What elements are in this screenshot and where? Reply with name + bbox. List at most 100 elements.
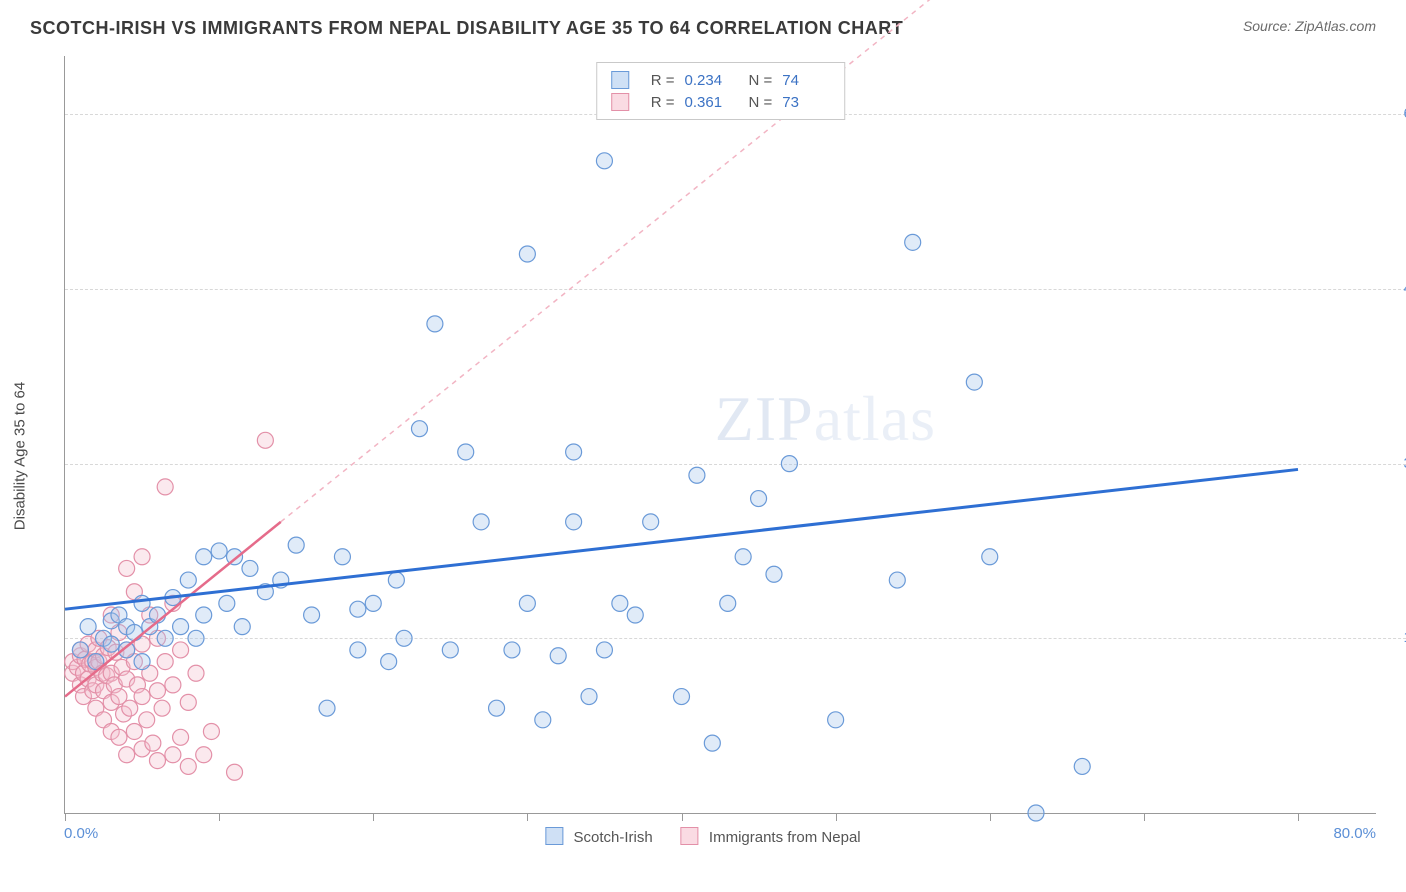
- data-point: [751, 491, 767, 507]
- data-point: [157, 630, 173, 646]
- data-point: [119, 560, 135, 576]
- data-point: [365, 595, 381, 611]
- data-point: [489, 700, 505, 716]
- data-point: [550, 648, 566, 664]
- data-point: [157, 479, 173, 495]
- data-point: [427, 316, 443, 332]
- data-point: [173, 729, 189, 745]
- scatter-svg: [65, 56, 1376, 813]
- data-point: [180, 758, 196, 774]
- data-point: [196, 607, 212, 623]
- data-point: [165, 677, 181, 693]
- data-point: [458, 444, 474, 460]
- stats-row-nepal: R =0.361 N =73: [611, 91, 831, 113]
- x-tick: [65, 813, 66, 821]
- trendline-scotch-irish: [65, 469, 1298, 609]
- legend-item-nepal: Immigrants from Nepal: [681, 827, 861, 846]
- x-tick: [527, 813, 528, 821]
- data-point: [596, 642, 612, 658]
- data-point: [72, 642, 88, 658]
- data-point: [982, 549, 998, 565]
- data-point: [766, 566, 782, 582]
- data-point: [689, 467, 705, 483]
- data-point: [566, 514, 582, 530]
- data-point: [905, 234, 921, 250]
- x-tick: [219, 813, 220, 821]
- data-point: [126, 624, 142, 640]
- data-point: [473, 514, 489, 530]
- data-point: [188, 665, 204, 681]
- data-point: [643, 514, 659, 530]
- data-point: [396, 630, 412, 646]
- correlation-chart: Disability Age 35 to 64 ZIPatlas R =0.23…: [30, 56, 1376, 856]
- data-point: [165, 747, 181, 763]
- data-point: [173, 619, 189, 635]
- data-point: [180, 572, 196, 588]
- data-point: [139, 712, 155, 728]
- x-tick: [682, 813, 683, 821]
- data-point: [627, 607, 643, 623]
- data-point: [720, 595, 736, 611]
- data-point: [1028, 805, 1044, 821]
- plot-area: ZIPatlas R =0.234 N =74 R =0.361 N =73 1…: [64, 56, 1376, 814]
- x-tick: [1298, 813, 1299, 821]
- data-point: [211, 543, 227, 559]
- data-point: [674, 689, 690, 705]
- data-point: [149, 683, 165, 699]
- data-point: [350, 601, 366, 617]
- data-point: [596, 153, 612, 169]
- data-point: [319, 700, 335, 716]
- data-point: [111, 729, 127, 745]
- data-point: [154, 700, 170, 716]
- data-point: [612, 595, 628, 611]
- data-point: [173, 642, 189, 658]
- data-point: [134, 654, 150, 670]
- data-point: [126, 723, 142, 739]
- data-point: [157, 654, 173, 670]
- data-point: [234, 619, 250, 635]
- data-point: [519, 595, 535, 611]
- data-point: [196, 549, 212, 565]
- x-axis-max-label: 80.0%: [1333, 825, 1376, 842]
- data-point: [781, 456, 797, 472]
- x-tick: [1144, 813, 1145, 821]
- data-point: [350, 642, 366, 658]
- legend-swatch-scotch-irish: [545, 827, 563, 845]
- data-point: [566, 444, 582, 460]
- data-point: [196, 747, 212, 763]
- x-axis-min-label: 0.0%: [64, 825, 98, 842]
- data-point: [519, 246, 535, 262]
- data-point: [411, 421, 427, 437]
- stats-legend: R =0.234 N =74 R =0.361 N =73: [596, 62, 846, 120]
- source-attribution: Source: ZipAtlas.com: [1243, 18, 1376, 34]
- legend-item-scotch-irish: Scotch-Irish: [545, 827, 652, 846]
- data-point: [134, 595, 150, 611]
- swatch-nepal: [611, 93, 629, 111]
- data-point: [704, 735, 720, 751]
- data-point: [242, 560, 258, 576]
- data-point: [80, 619, 96, 635]
- legend-bottom: Scotch-Irish Immigrants from Nepal: [545, 827, 860, 846]
- y-axis-label: Disability Age 35 to 64: [12, 382, 29, 530]
- legend-swatch-nepal: [681, 827, 699, 845]
- data-point: [504, 642, 520, 658]
- data-point: [134, 549, 150, 565]
- trendline-nepal: [65, 522, 281, 697]
- data-point: [257, 432, 273, 448]
- data-point: [1074, 758, 1090, 774]
- data-point: [149, 753, 165, 769]
- data-point: [188, 630, 204, 646]
- data-point: [334, 549, 350, 565]
- data-point: [889, 572, 905, 588]
- data-point: [304, 607, 320, 623]
- data-point: [581, 689, 597, 705]
- data-point: [103, 636, 119, 652]
- data-point: [134, 689, 150, 705]
- data-point: [966, 374, 982, 390]
- data-point: [735, 549, 751, 565]
- data-point: [288, 537, 304, 553]
- data-point: [145, 735, 161, 751]
- data-point: [203, 723, 219, 739]
- x-tick: [990, 813, 991, 821]
- data-point: [442, 642, 458, 658]
